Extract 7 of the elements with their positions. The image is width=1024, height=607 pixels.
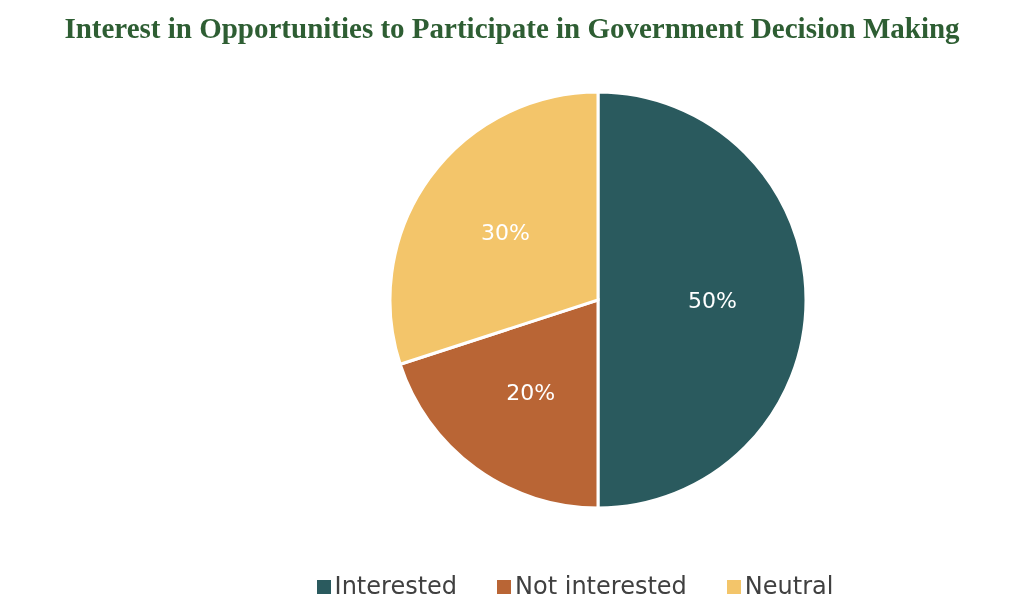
data-label: 50% bbox=[687, 287, 737, 313]
legend-label: Interested bbox=[334, 572, 458, 600]
chart-title: Interest in Opportunities to Participate in Government Decision Making bbox=[63, 12, 961, 45]
data-label: 30% bbox=[481, 220, 530, 246]
legend-label: Not interested bbox=[515, 572, 687, 600]
legend-label: Neutral bbox=[744, 572, 834, 600]
data-label: 20% bbox=[506, 380, 556, 406]
